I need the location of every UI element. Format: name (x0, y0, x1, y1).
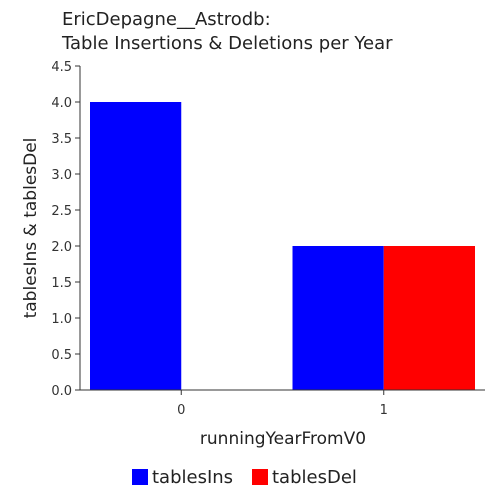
bar-tablesIns-1 (292, 246, 384, 390)
chart-title-line-1: EricDepagne__Astrodb: (62, 9, 271, 30)
y-tick-label: 0.5 (51, 348, 72, 363)
x-tick-label: 1 (380, 403, 388, 418)
y-tick-label: 1.0 (51, 312, 72, 327)
y-axis-ticks: 0.0 0.5 1.0 1.5 2.0 2.5 3.0 3.5 4.0 4.5 (51, 60, 80, 399)
y-tick-label: 4.0 (51, 96, 72, 111)
bars (90, 102, 475, 390)
y-axis-label: tablesIns & tablesDel (21, 138, 41, 319)
y-tick-label: 1.5 (51, 276, 72, 291)
legend-swatch-tablesDel (252, 469, 268, 485)
bar-tablesIns-0 (90, 102, 182, 390)
chart-title-line-2: Table Insertions & Deletions per Year (61, 33, 393, 54)
y-tick-label: 4.5 (51, 60, 72, 75)
legend-label-tablesIns: tablesIns (152, 467, 233, 488)
x-axis-label: runningYearFromV0 (200, 429, 366, 449)
legend: tablesIns tablesDel (132, 467, 357, 488)
y-tick-label: 3.5 (51, 132, 72, 147)
y-tick-label: 0.0 (51, 384, 72, 399)
legend-label-tablesDel: tablesDel (272, 467, 357, 488)
legend-swatch-tablesIns (132, 469, 148, 485)
y-tick-label: 3.0 (51, 168, 72, 183)
bar-tablesDel-1 (383, 246, 475, 390)
y-tick-label: 2.5 (51, 204, 72, 219)
y-tick-label: 2.0 (51, 240, 72, 255)
x-tick-label: 0 (177, 403, 185, 418)
